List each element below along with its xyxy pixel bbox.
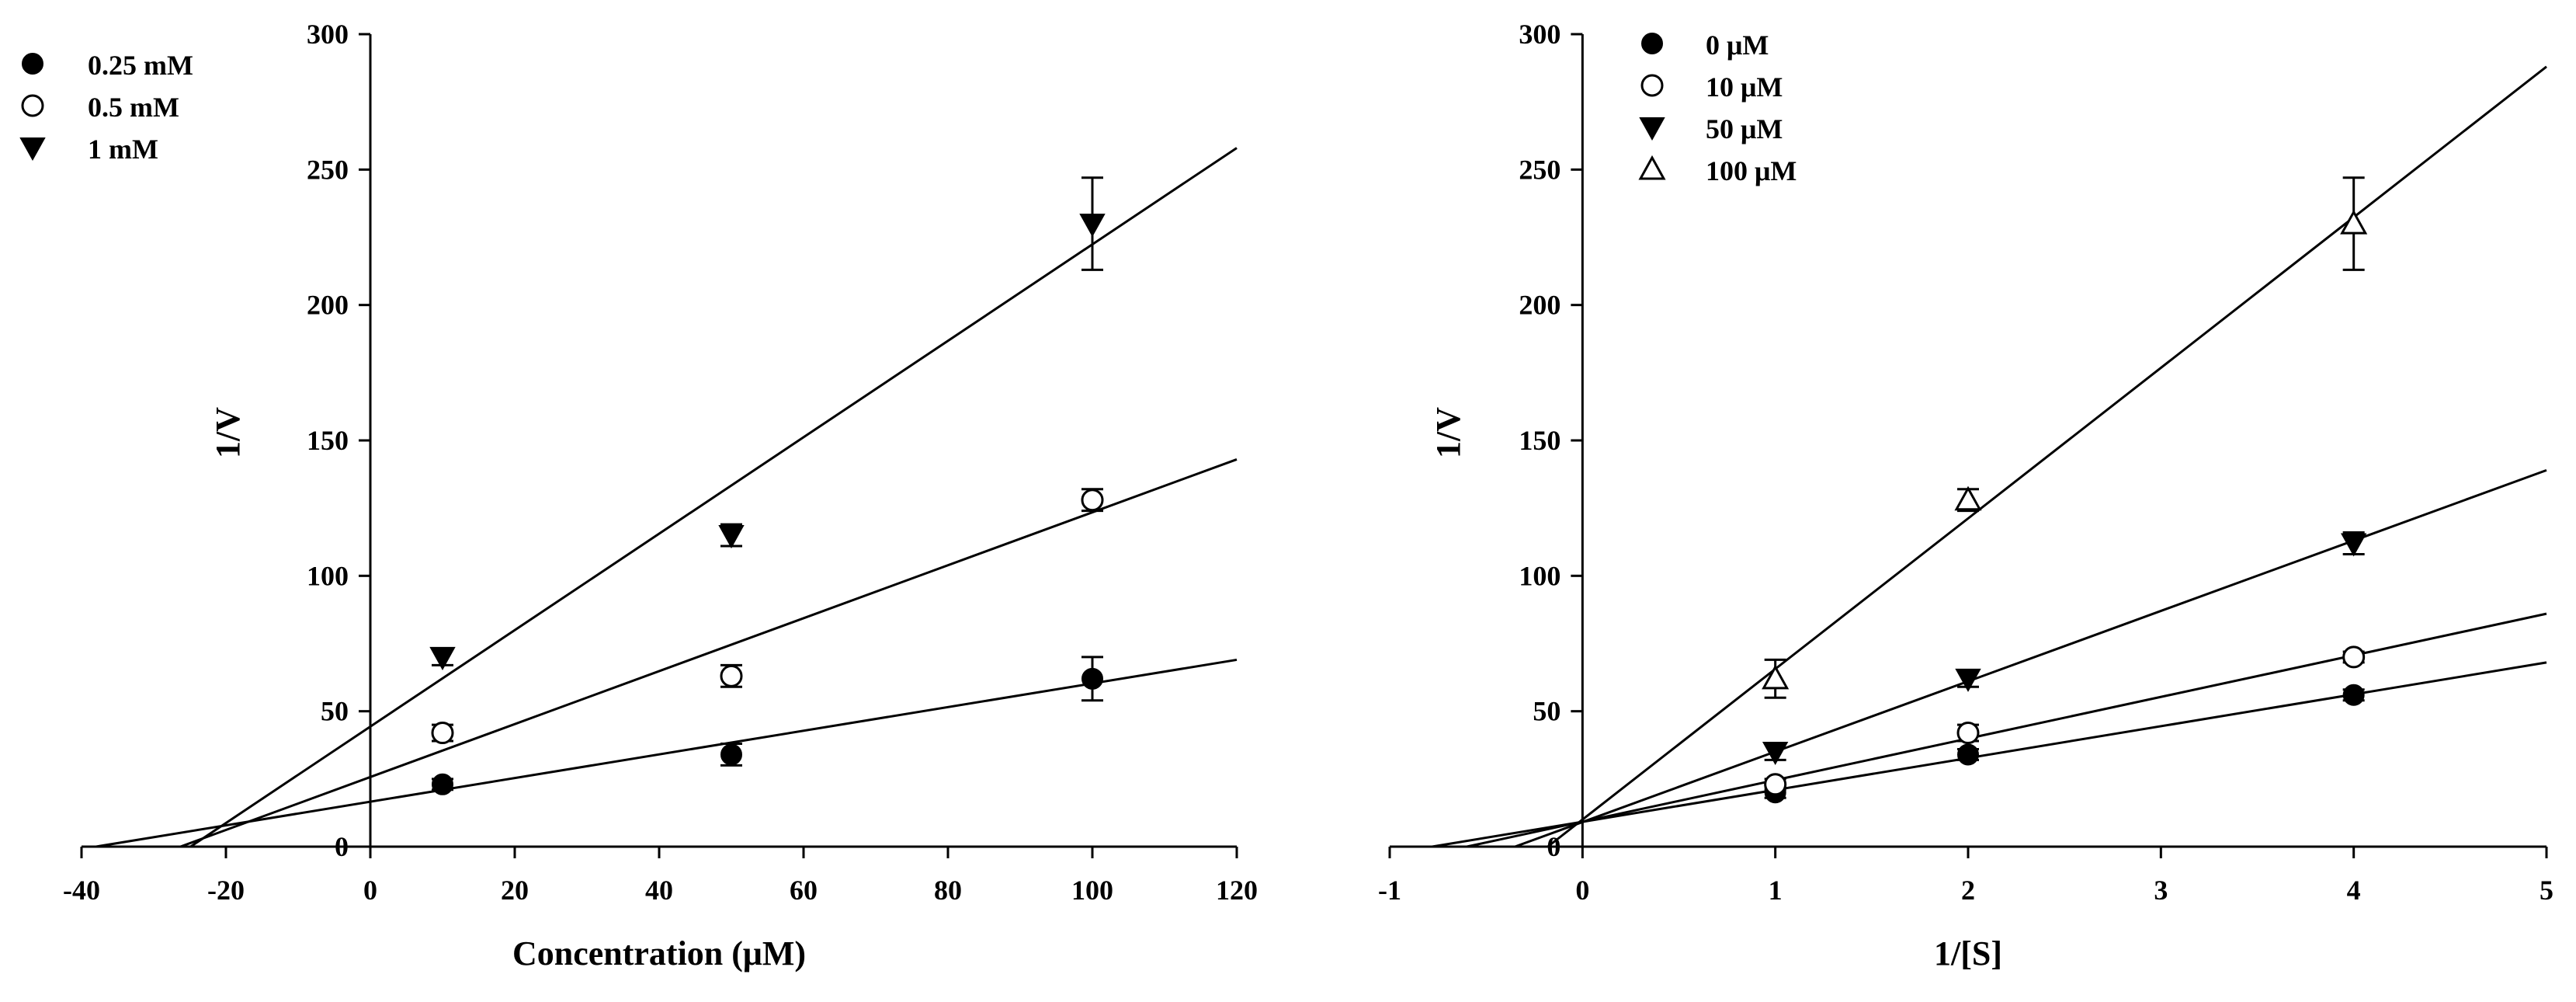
y-tick-label: 250 (307, 154, 349, 185)
regression-line (1514, 468, 2547, 848)
regression-line (95, 658, 1238, 848)
data-point (1955, 668, 1981, 692)
y-tick-label: 300 (1519, 19, 1561, 50)
y-tick-label: 50 (1533, 696, 1561, 727)
data-point (718, 525, 745, 549)
legend-marker (1638, 155, 1666, 180)
legend-label: 0.25 mM (88, 50, 193, 81)
legend-label: 50 μM (1706, 113, 1783, 144)
y-tick-label: 300 (307, 19, 349, 50)
data-point (432, 773, 453, 795)
y-tick-label: 100 (307, 560, 349, 591)
series-0-5-mm (179, 458, 1238, 848)
data-point (720, 664, 743, 687)
x-tick-label: 1 (1769, 875, 1783, 906)
regression-line (1547, 65, 2547, 848)
legend-label: 0.5 mM (88, 92, 179, 123)
legend-label: 0 μM (1706, 30, 1769, 61)
x-tick-label: 80 (934, 875, 962, 906)
data-point (2342, 684, 2365, 706)
data-point (1762, 741, 1789, 766)
legend-marker (21, 94, 44, 117)
x-axis-title: 1/[S] (1934, 934, 2002, 972)
legend-marker (19, 137, 46, 162)
legend-label: 100 μM (1706, 155, 1797, 186)
x-tick-label: 5 (2540, 875, 2553, 906)
x-tick-label: 0 (363, 875, 377, 906)
series-1-mm (189, 147, 1238, 848)
data-point (1957, 743, 1979, 766)
series-100-m (1547, 65, 2547, 848)
regression-line (1467, 612, 2547, 848)
regression-line (179, 458, 1238, 848)
y-tick-label: 100 (1519, 560, 1561, 591)
regression-line (189, 147, 1238, 848)
legend-marker (1639, 117, 1665, 141)
y-axis-title: 1/V (209, 407, 247, 458)
left-panel-concentration-plot: -40 -20 0 20 40 60 80 100 120 0 50 100 150 200 250 300 C… (19, 19, 1258, 972)
x-tick-label: -1 (1378, 875, 1401, 906)
data-point (431, 722, 454, 745)
data-point (720, 743, 742, 766)
series-0-25-mm (95, 656, 1238, 848)
series-0-m (1432, 661, 2547, 848)
y-tick-label: 50 (321, 696, 349, 727)
series-10-m (1467, 612, 2547, 848)
data-point (1762, 664, 1790, 690)
y-axis-title: 1/V (1429, 407, 1467, 458)
legend-label: 1 mM (88, 134, 158, 165)
legend-marker (1640, 74, 1664, 97)
data-point (1764, 773, 1787, 796)
y-tick-label: 200 (307, 290, 349, 321)
data-point (1956, 722, 1980, 745)
x-tick-label: -40 (63, 875, 100, 906)
data-point (429, 646, 456, 670)
x-tick-label: 40 (645, 875, 673, 906)
legend-marker (1641, 33, 1663, 54)
data-point (2342, 645, 2366, 669)
data-point (1079, 214, 1106, 238)
y-tick-label: 200 (1519, 290, 1561, 321)
data-point (2340, 533, 2367, 557)
x-tick-label: 100 (1071, 875, 1113, 906)
y-tick-label: 250 (1519, 154, 1561, 185)
x-tick-label: 0 (1575, 875, 1589, 906)
x-axis-title: Concentration (μM) (512, 934, 806, 972)
x-tick-label: 3 (2154, 875, 2168, 906)
x-tick-label: 4 (2347, 875, 2361, 906)
legend-marker (22, 53, 43, 75)
x-tick-label: -20 (207, 875, 245, 906)
y-tick-label: 0 (335, 831, 349, 862)
legend-label: 10 μM (1706, 71, 1783, 103)
x-tick-label: 20 (501, 875, 529, 906)
x-tick-label: 2 (1961, 875, 1975, 906)
x-tick-label: 120 (1216, 875, 1258, 906)
data-point (2340, 209, 2368, 235)
data-point (1081, 667, 1103, 690)
x-tick-label: 60 (790, 875, 818, 906)
series-50-m (1514, 468, 2547, 848)
y-tick-label: 150 (307, 425, 349, 456)
data-point (1954, 485, 1982, 511)
y-tick-label: 150 (1519, 425, 1561, 456)
data-point (1081, 489, 1104, 512)
